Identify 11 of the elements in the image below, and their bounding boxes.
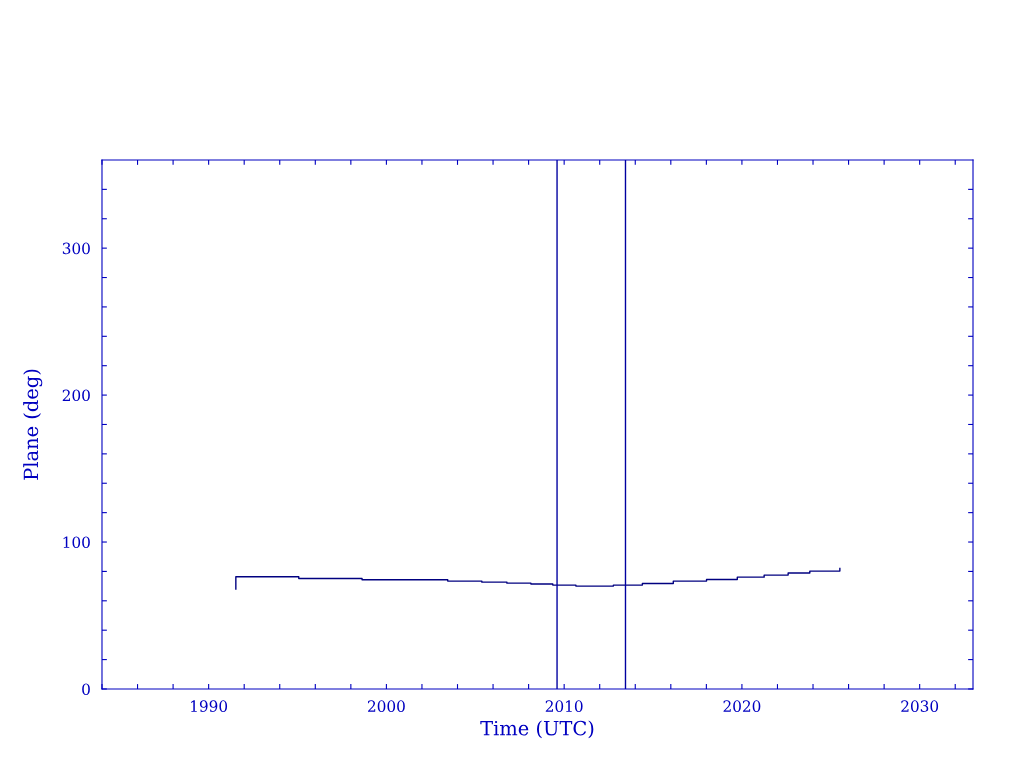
x-tick-label: 2020 bbox=[723, 700, 761, 712]
y-tick-label: 0 bbox=[82, 683, 90, 695]
y-tick-label: 200 bbox=[62, 389, 90, 402]
y-axis-title: Plane (deg) bbox=[23, 369, 43, 480]
x-axis-title: Time (UTC) bbox=[480, 720, 594, 739]
y-tick-label: 300 bbox=[62, 242, 90, 255]
y-tick-label: 100 bbox=[63, 536, 90, 549]
x-tick-label: 2000 bbox=[368, 700, 405, 712]
x-tick-label: 2010 bbox=[545, 700, 583, 712]
x-tick-label: 2030 bbox=[901, 700, 939, 712]
x-tick-label: 1990 bbox=[191, 700, 228, 712]
